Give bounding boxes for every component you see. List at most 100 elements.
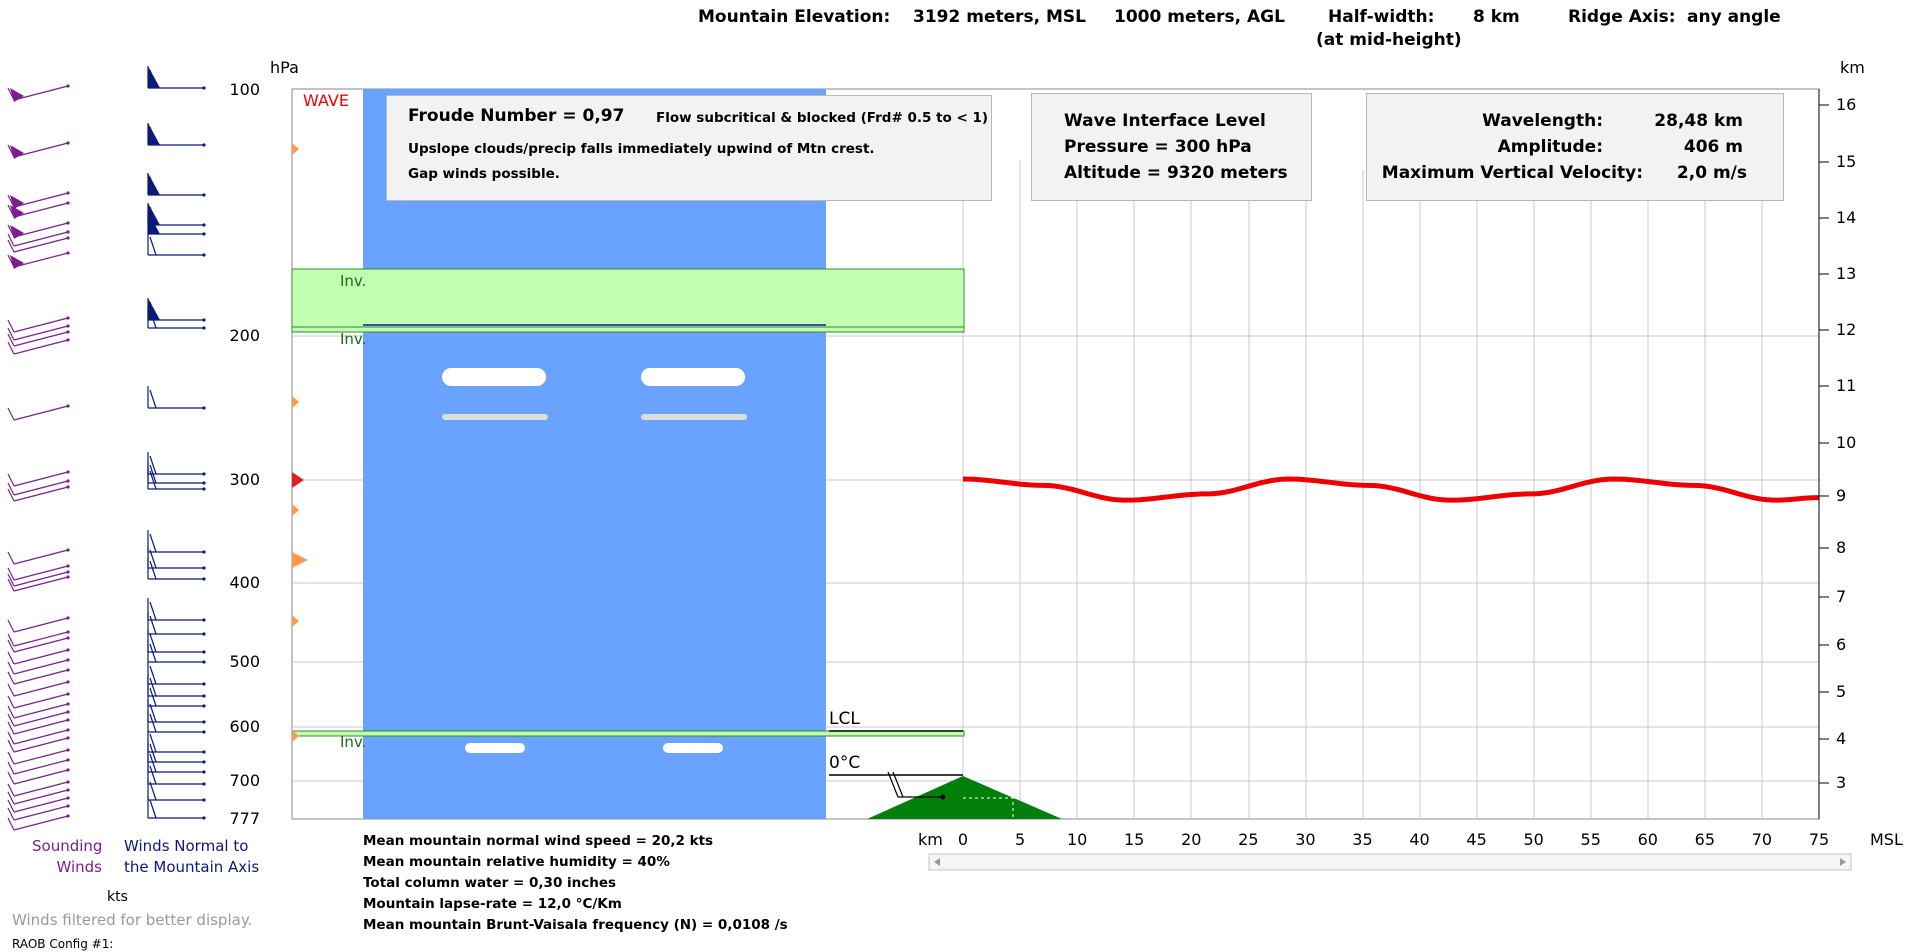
pressure-tick: 300: [229, 470, 260, 489]
normal-barb-feather: [149, 799, 157, 819]
sounding-barb-staff: [13, 659, 69, 675]
sounding-barb-pennant: [10, 145, 24, 159]
x-tick-label: 25: [1238, 830, 1259, 849]
km-tickmarks: [1819, 104, 1829, 784]
sounding-barb-staff: [13, 797, 69, 813]
wave-parameters-panel: Wavelength: 28,48 km Amplitude: 406 m Ma…: [1366, 93, 1784, 201]
sounding-barb-staff: [13, 737, 69, 753]
sounding-barb-staff: [13, 317, 69, 333]
normal-barb-feather: [149, 665, 157, 685]
normal-barb-dot: [202, 760, 206, 764]
stat-brunt-vaisala: Mean mountain Brunt-Vaisala frequency (N…: [363, 917, 788, 933]
sounding-barb-feather: [7, 817, 15, 831]
cloud-layer-upper: [442, 368, 745, 386]
pressure-tick: 777: [229, 809, 260, 828]
sounding-barb-staff: [13, 331, 69, 347]
sounding-barb-dot: [66, 630, 70, 634]
lcl-label: LCL: [829, 709, 860, 729]
km-tick-label: 9: [1836, 486, 1847, 505]
sounding-barb-staff: [13, 471, 69, 487]
sounding-barb-feather: [7, 791, 15, 805]
normal-wind-barbs: [147, 66, 206, 820]
sounding-barb-staff: [13, 339, 69, 355]
x-tick-label: 0: [957, 830, 969, 849]
normal-barb-dot: [202, 816, 206, 820]
ridge-axis-label: Ridge Axis:: [1568, 7, 1676, 27]
sounding-barb-staff: [13, 617, 69, 633]
normal-barb-feather: [149, 549, 157, 569]
surface-wind-dot: [940, 794, 946, 800]
sounding-barb-staff: [13, 805, 69, 821]
normal-barb-dot: [202, 143, 206, 147]
sounding-winds-legend-line1: Sounding: [32, 837, 103, 855]
normal-barb-dot: [202, 223, 206, 227]
sounding-barb-staff: [13, 202, 69, 218]
froude-note-upslope: Upslope clouds/precip falls immediately …: [408, 141, 875, 157]
sounding-barb-staff: [13, 231, 69, 247]
inversion-label-200: Inv.: [340, 330, 367, 348]
sounding-barb-staff: [13, 693, 69, 709]
mountain-halfwidth-guide: [963, 797, 1014, 819]
sounding-barb-dot: [66, 548, 70, 552]
normal-barb-dot: [202, 632, 206, 636]
normal-barb-dot: [202, 86, 206, 90]
scroll-right-arrow[interactable]: [1840, 858, 1846, 866]
raob-config-label: RAOB Config #1:: [12, 937, 114, 951]
froude-info-panel: Froude Number = 0,97 Flow subcritical & …: [386, 95, 992, 201]
sounding-barb-feather: [7, 783, 15, 797]
normal-barb-pennant: [148, 66, 160, 88]
sounding-barb-dot: [66, 796, 70, 800]
normal-barb-dot: [202, 650, 206, 654]
normal-barb-pennant: [148, 173, 160, 195]
normal-winds-legend-line1: Winds Normal to: [124, 837, 249, 855]
normal-barb-dot: [202, 406, 206, 410]
sounding-barb-feather: [7, 683, 15, 697]
sounding-barb-dot: [66, 728, 70, 732]
half-width-label: Half-width:: [1328, 7, 1435, 27]
sounding-barb-staff: [13, 325, 69, 341]
wind-filter-note: Winds filtered for better display.: [12, 911, 253, 929]
sounding-barb-staff: [13, 789, 69, 805]
horizontal-scrollbar-track[interactable]: [928, 853, 1852, 871]
vertical-velocity-value: 2,0 m/s: [1676, 163, 1747, 183]
sounding-barb-staff: [13, 237, 69, 253]
km-tick-label: 12: [1836, 320, 1857, 339]
km-tick-label: 14: [1836, 208, 1857, 227]
sounding-barb-dot: [66, 636, 70, 640]
normal-barb-dot: [202, 481, 206, 485]
normal-barb-dot: [202, 682, 206, 686]
sounding-barb-feather: [7, 551, 15, 565]
sounding-barb-feather: [7, 713, 15, 727]
sounding-winds-legend: Sounding Winds: [32, 836, 102, 878]
surface-wind-barb: [887, 771, 943, 798]
sounding-barb-dot: [66, 616, 70, 620]
sounding-barb-dot: [66, 718, 70, 722]
sounding-barb-staff: [13, 649, 69, 665]
normal-barb-dot: [202, 318, 206, 322]
pressure-tick: 400: [229, 573, 260, 592]
normal-barb-dot: [202, 720, 206, 724]
sounding-barb-feather: [7, 705, 15, 719]
km-tick-label: 5: [1836, 682, 1847, 701]
sounding-barb-feather: [7, 671, 15, 685]
scroll-left-arrow[interactable]: [934, 858, 940, 866]
sounding-barb-staff: [13, 759, 69, 775]
normal-barb-feather: [149, 464, 157, 484]
msl-elevation-value: 3192 meters, MSL: [913, 7, 1087, 27]
sounding-barb-feather: [7, 633, 15, 647]
sounding-barb-dot: [66, 758, 70, 762]
sounding-barb-feather: [7, 567, 15, 581]
sounding-barb-feather: [7, 482, 15, 496]
sounding-barb-staff: [13, 549, 69, 565]
sounding-barb-feather: [7, 473, 15, 487]
normal-barb-feather: [149, 713, 157, 733]
sounding-barb-staff: [13, 405, 69, 421]
sounding-barb-feather: [7, 661, 15, 675]
froude-note-gap: Gap winds possible.: [408, 166, 560, 182]
normal-barb-dot: [202, 550, 206, 554]
x-tick-label: 45: [1466, 830, 1487, 849]
sounding-barb-dot: [66, 668, 70, 672]
x-axis-unit: km: [918, 830, 943, 849]
sounding-barb-staff: [13, 703, 69, 719]
